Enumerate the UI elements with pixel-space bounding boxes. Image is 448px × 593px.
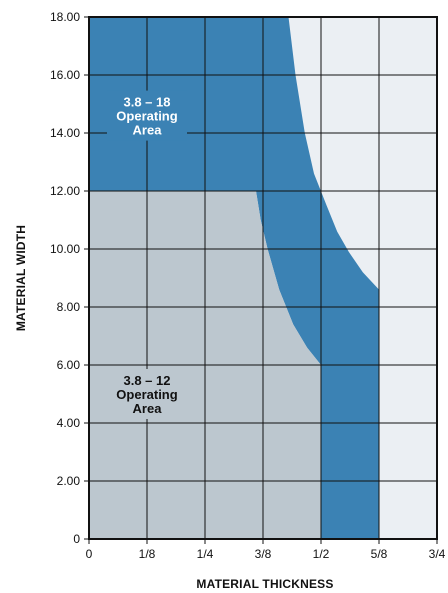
x-tick-label: 3/8 xyxy=(255,547,272,561)
y-tick-label: 14.00 xyxy=(50,126,80,140)
region-label-line: Area xyxy=(133,401,163,416)
y-axis-title: MATERIAL WIDTH xyxy=(14,225,28,331)
y-tick-label: 12.00 xyxy=(50,184,80,198)
region-label-line: Operating xyxy=(116,109,177,124)
y-tick-label: 8.00 xyxy=(57,300,81,314)
x-tick-label: 1/8 xyxy=(139,547,156,561)
x-tick-label: 5/8 xyxy=(371,547,388,561)
x-tick-labels: 0 1/8 1/4 3/8 1/2 5/8 3/4 xyxy=(86,539,446,561)
region-label-box xyxy=(107,90,187,141)
region-label-line: Area xyxy=(133,123,163,138)
x-tick-label: 1/4 xyxy=(197,547,214,561)
y-tick-label: 10.00 xyxy=(50,242,80,256)
x-axis-title: MATERIAL THICKNESS xyxy=(196,577,333,591)
region-label-line: 3.8 – 18 xyxy=(124,95,171,110)
x-tick-label: 3/4 xyxy=(429,547,446,561)
y-tick-labels: 0 2.00 4.00 6.00 8.00 10.00 12.00 14.00 16.00 18.… xyxy=(50,10,89,546)
x-tick-label: 1/2 xyxy=(313,547,330,561)
y-tick-label: 4.00 xyxy=(57,416,81,430)
y-tick-label: 18.00 xyxy=(50,10,80,24)
region-label-line: Operating xyxy=(116,387,177,402)
y-tick-label: 16.00 xyxy=(50,68,80,82)
region-label-box xyxy=(107,369,187,419)
y-tick-label: 0 xyxy=(73,532,80,546)
y-tick-label: 2.00 xyxy=(57,474,81,488)
region-label-line: 3.8 – 12 xyxy=(124,373,171,388)
region-area-0 xyxy=(89,17,379,539)
x-tick-label: 0 xyxy=(86,547,93,561)
y-tick-label: 6.00 xyxy=(57,358,81,372)
